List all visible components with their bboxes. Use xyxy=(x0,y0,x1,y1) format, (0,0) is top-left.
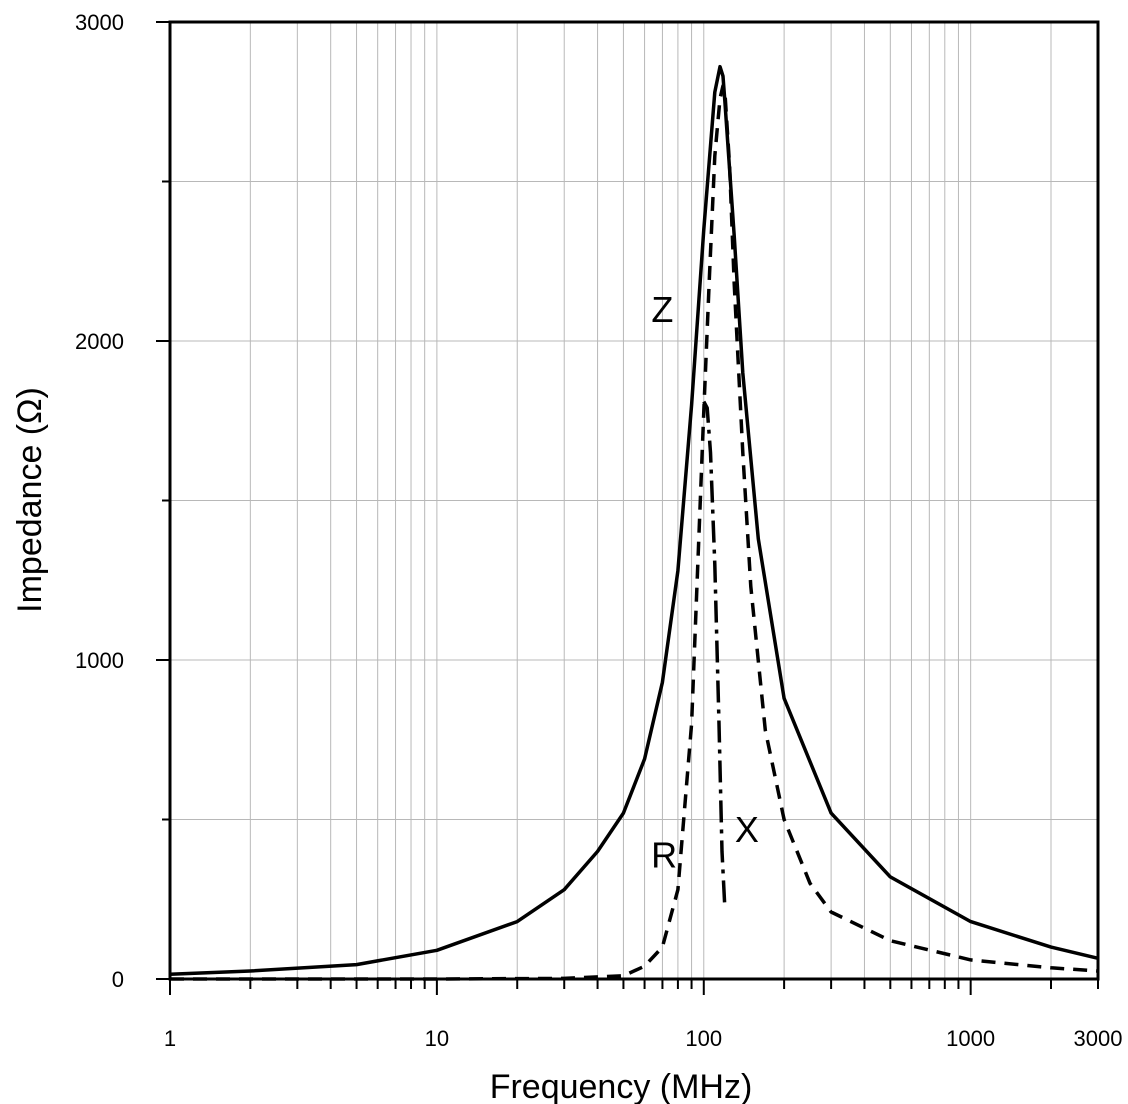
series-x-line xyxy=(702,400,727,909)
series-layer xyxy=(169,64,1099,981)
x-tick-label: 3000 xyxy=(1074,1026,1123,1051)
curve-label-z: Z xyxy=(651,289,673,330)
series-r-line xyxy=(170,84,1099,981)
x-axis-title: Frequency (MHz) xyxy=(490,1068,753,1104)
y-tick-label: 0 xyxy=(112,967,124,992)
y-tick-label: 2000 xyxy=(75,329,124,354)
grid-layer xyxy=(169,22,1099,979)
x-tick-label: 1000 xyxy=(946,1026,995,1051)
label-layer: 1 10 100 1000 3000 0 1000 2000 3000 Z R X xyxy=(75,10,1122,1051)
curve-label-r: R xyxy=(651,834,677,875)
y-tick-label: 1000 xyxy=(75,648,124,673)
x-tick-label: 100 xyxy=(685,1026,722,1051)
x-tick-label: 10 xyxy=(425,1026,449,1051)
y-axis-title: Impedance (Ω) xyxy=(11,387,49,613)
y-tick-label: 3000 xyxy=(75,10,124,35)
x-tick-label: 1 xyxy=(164,1026,176,1051)
plot-frame xyxy=(168,20,1100,981)
tick-layer xyxy=(156,21,1099,995)
series-z-line xyxy=(169,64,1099,976)
curve-label-x: X xyxy=(735,809,759,850)
